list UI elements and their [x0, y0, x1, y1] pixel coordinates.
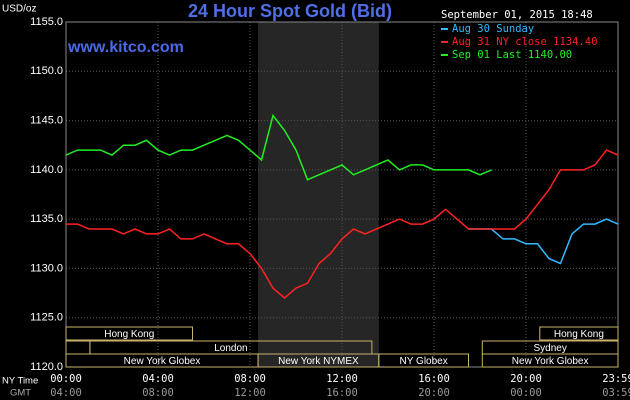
series-line — [468, 218, 619, 265]
x-tick-label: 04:00 — [142, 373, 174, 385]
y-tick-label: 1145.0 — [30, 114, 63, 126]
session-label: Hong Kong — [104, 329, 154, 340]
y-tick-label: 1120.0 — [30, 361, 63, 373]
site-url: www.kitco.com — [67, 39, 184, 56]
session-label: New York NYMEX — [278, 356, 359, 367]
x-tick-label: 00:00 — [50, 373, 82, 385]
series-line — [65, 113, 492, 181]
x-tick-label: 23:59 — [602, 373, 630, 385]
x2-tick-label: 00:00 — [510, 387, 542, 399]
x2-row-label: GMT — [10, 388, 31, 399]
x-tick-label: 20:00 — [510, 373, 542, 385]
shaded-band — [258, 22, 379, 367]
session-box — [539, 326, 619, 341]
x2-tick-label: 20:00 — [418, 387, 450, 399]
x-row-label: NY Time — [2, 376, 38, 387]
y-tick-label: 1125.0 — [30, 312, 63, 324]
y-tick-label: 1150.0 — [30, 65, 63, 77]
session-label: London — [214, 343, 247, 354]
y-axis-label: USD/oz — [2, 4, 36, 15]
x-tick-label: 16:00 — [418, 373, 450, 385]
session-label: NY Globex — [400, 356, 448, 367]
legend-label: Aug 31 NY close 1134.40 — [452, 36, 597, 48]
x2-tick-label: 04:00 — [50, 387, 82, 399]
session-box — [481, 353, 619, 368]
x2-tick-label: 03:59 — [602, 387, 630, 399]
x2-tick-label: 08:00 — [142, 387, 174, 399]
legend-label: Sep 01 Last 1140.00 — [452, 49, 572, 61]
timestamp: September 01, 2015 18:48 — [441, 9, 593, 21]
x2-tick-label: 12:00 — [234, 387, 266, 399]
session-label: Hong Kong — [554, 329, 604, 340]
session-box — [257, 353, 380, 368]
session-label: Sydney — [533, 343, 566, 354]
y-tick-label: 1130.0 — [30, 262, 63, 274]
legend-label: Aug 30 Sunday — [452, 23, 534, 35]
session-box — [65, 326, 193, 341]
x-tick-label: 08:00 — [234, 373, 266, 385]
x-tick-label: 12:00 — [326, 373, 358, 385]
y-tick-label: 1140.0 — [30, 164, 63, 176]
session-label: New York Globex — [124, 356, 201, 367]
series-line — [66, 149, 619, 299]
session-label: New York Globex — [512, 356, 589, 367]
chart-title: 24 Hour Spot Gold (Bid) — [188, 1, 392, 21]
y-tick-label: 1155.0 — [30, 16, 63, 28]
x2-tick-label: 16:00 — [326, 387, 358, 399]
y-tick-label: 1135.0 — [30, 213, 63, 225]
